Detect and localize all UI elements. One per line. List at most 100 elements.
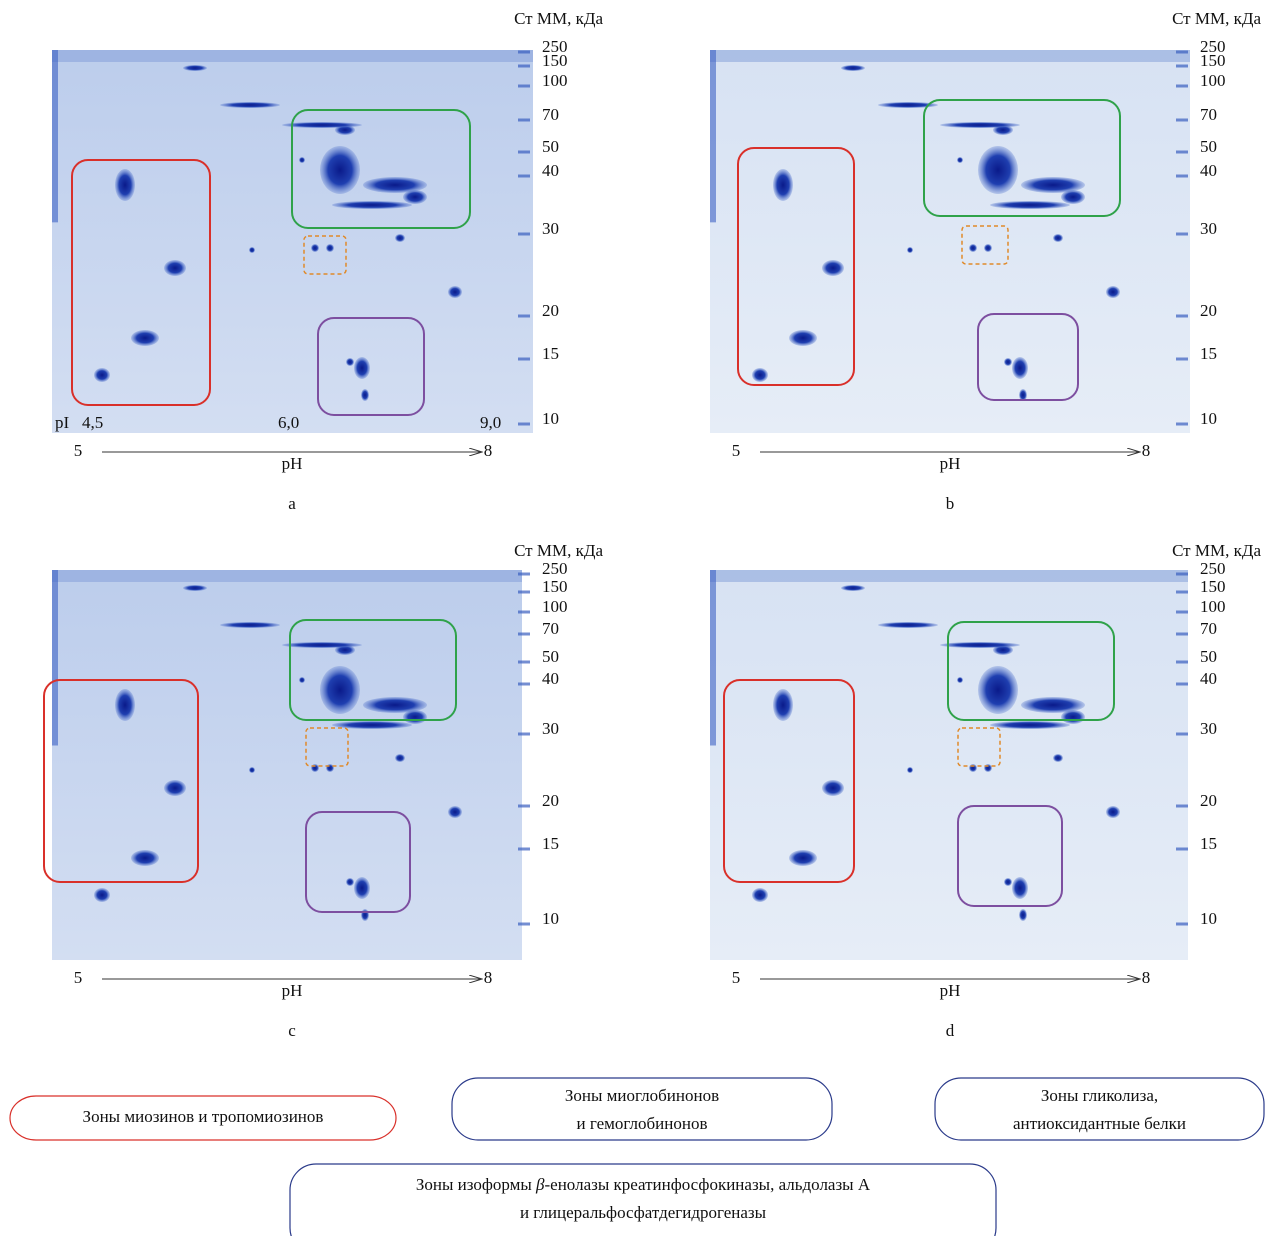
protein-spot	[346, 878, 354, 886]
protein-spot	[1012, 877, 1028, 899]
protein-spot	[841, 65, 865, 71]
ph-start: 5	[732, 441, 741, 460]
mw-label: 40	[542, 161, 559, 180]
protein-spot	[984, 764, 992, 772]
mw-label: 40	[542, 669, 559, 688]
protein-spot	[957, 157, 963, 163]
protein-spot	[1106, 806, 1120, 818]
mw-label: 150	[1200, 577, 1226, 596]
mw-label: 10	[1200, 409, 1217, 428]
protein-spot	[299, 677, 305, 683]
mw-label: 50	[542, 137, 559, 156]
protein-spot	[164, 780, 186, 796]
mw-label: 30	[542, 219, 559, 238]
mw-label: 150	[542, 51, 568, 70]
protein-spot	[940, 642, 1020, 648]
protein-spot	[1012, 357, 1028, 379]
mw-label: 100	[542, 597, 568, 616]
mw-label: 20	[1200, 301, 1217, 320]
protein-spot	[1004, 878, 1012, 886]
protein-spot	[361, 909, 369, 921]
protein-spot	[326, 244, 334, 252]
protein-spot	[789, 850, 817, 866]
protein-spot	[984, 244, 992, 252]
protein-spot	[878, 622, 938, 628]
protein-spot	[789, 330, 817, 346]
ph-end: 8	[484, 441, 493, 460]
protein-spot	[822, 780, 844, 796]
protein-spot	[1061, 190, 1085, 204]
ph-end: 8	[1142, 968, 1151, 987]
legend-text-part: -енолазы креатинфосфокиназы, альдолазы А	[545, 1175, 871, 1194]
ph-end: 8	[484, 968, 493, 987]
legend-text: антиоксидантные белки	[1013, 1114, 1186, 1133]
gel-panel	[710, 50, 1190, 433]
protein-spot	[164, 260, 186, 276]
mw-label: 30	[1200, 719, 1217, 738]
protein-spot	[1106, 286, 1120, 298]
ph-start: 5	[74, 441, 83, 460]
mw-label: 40	[1200, 669, 1217, 688]
protein-spot	[448, 806, 462, 818]
gel	[52, 50, 533, 433]
protein-spot	[332, 721, 412, 729]
protein-spot	[332, 201, 412, 209]
panel-letter: c	[288, 1021, 296, 1040]
protein-spot	[183, 585, 207, 591]
protein-spot	[841, 585, 865, 591]
protein-spot	[131, 850, 159, 866]
legend-text: Зоны миозинов и тропомиозинов	[83, 1107, 324, 1126]
mw-label: 250	[1200, 559, 1226, 578]
ph-start: 5	[74, 968, 83, 987]
mw-label: 30	[1200, 219, 1217, 238]
protein-spot	[403, 710, 427, 724]
protein-spot	[907, 247, 913, 253]
protein-spot	[94, 368, 110, 382]
pi-label: 4,5	[82, 413, 103, 432]
mw-label: 150	[542, 577, 568, 596]
legend-text: Зоны гликолиза,	[1041, 1086, 1158, 1105]
mw-title: Ст ММ, кДа	[514, 541, 603, 560]
pi-label: 6,0	[278, 413, 299, 432]
mw-label: 150	[1200, 51, 1226, 70]
ph-title: pH	[940, 981, 961, 1000]
mw-label: 15	[542, 344, 559, 363]
gel-streak	[52, 50, 533, 62]
protein-spot	[978, 666, 1018, 714]
protein-spot	[978, 146, 1018, 194]
mw-label: 70	[542, 619, 559, 638]
protein-spot	[220, 102, 280, 108]
protein-spot	[326, 764, 334, 772]
legend-text: Зоны миоглобинонов	[565, 1086, 719, 1105]
legend-text: и гемоглобинонов	[577, 1114, 708, 1133]
protein-spot	[773, 689, 793, 721]
gel	[710, 570, 1188, 960]
mw-label: 100	[542, 71, 568, 90]
protein-spot	[115, 689, 135, 721]
gel-streak	[710, 570, 1188, 582]
protein-spot	[320, 146, 360, 194]
ph-end: 8	[1142, 441, 1151, 460]
ph-title: pH	[282, 981, 303, 1000]
gel-streak	[52, 570, 58, 746]
gel-streak	[710, 570, 716, 746]
protein-spot	[131, 330, 159, 346]
protein-spot	[957, 677, 963, 683]
protein-spot	[249, 247, 255, 253]
protein-spot	[822, 260, 844, 276]
mw-label: 20	[542, 791, 559, 810]
mw-label: 100	[1200, 71, 1226, 90]
protein-spot	[940, 122, 1020, 128]
protein-spot	[1053, 234, 1063, 242]
protein-spot	[907, 767, 913, 773]
protein-spot	[395, 234, 405, 242]
protein-spot	[115, 169, 135, 201]
protein-spot	[249, 767, 255, 773]
gel-streak	[710, 50, 1190, 62]
protein-spot	[320, 666, 360, 714]
protein-spot	[1053, 754, 1063, 762]
protein-spot	[220, 622, 280, 628]
ph-title: pH	[282, 454, 303, 473]
mw-label: 20	[1200, 791, 1217, 810]
protein-spot	[282, 122, 362, 128]
